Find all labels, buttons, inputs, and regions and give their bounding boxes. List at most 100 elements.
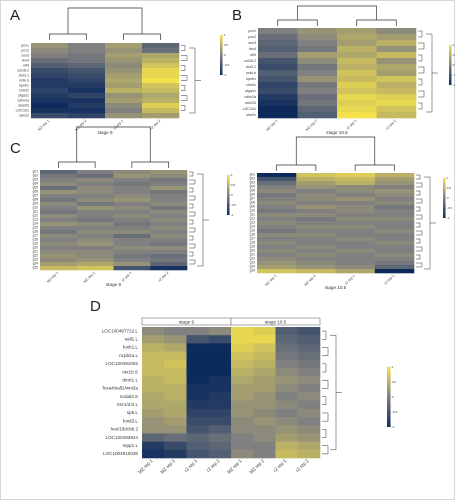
- legend-tick-label: 1: [224, 33, 226, 37]
- heatmap-cell: [164, 392, 187, 401]
- heatmap-cell: [296, 213, 336, 218]
- heatmap-cell: [186, 327, 210, 336]
- row-label: g04: [250, 185, 256, 189]
- heatmap-cell: [105, 73, 143, 79]
- row-label: g06: [250, 193, 256, 197]
- heatmap-cell: [297, 94, 338, 101]
- heatmap-cell: [297, 112, 338, 119]
- legend-tick-label: 0: [447, 196, 449, 200]
- heatmap-cell: [186, 384, 210, 393]
- heatmap-cell: [186, 392, 210, 401]
- heatmap-cell: [374, 221, 415, 226]
- row-label: g15: [250, 229, 256, 233]
- heatmap-cell: [105, 58, 143, 64]
- heatmap-cell: [335, 205, 376, 210]
- stage-caption: stage 10.5: [326, 130, 348, 135]
- row-label: ube2x: [19, 113, 29, 117]
- heatmap-cell: [257, 209, 297, 214]
- row-label: g04: [33, 182, 39, 186]
- heatmap-cell: [335, 213, 376, 218]
- row-label: kpnb1: [19, 83, 29, 87]
- column-label: MZ rep 2: [304, 274, 317, 287]
- column-label: MZ rep 1: [265, 119, 278, 132]
- heatmap-cell: [150, 190, 188, 195]
- heatmap-cell: [253, 433, 276, 442]
- heatmap-cell: [257, 173, 297, 178]
- stage-caption: stage 9: [97, 130, 113, 135]
- heatmap-cell: [68, 43, 106, 49]
- heatmap-cell: [164, 433, 187, 442]
- heatmap-cell: [231, 400, 254, 410]
- legend-tick-label: -1: [447, 216, 450, 220]
- heatmap-cell: [253, 327, 276, 336]
- heatmap-cell: [374, 181, 415, 186]
- heatmap-cell: [337, 64, 377, 71]
- heatmap-cell: [258, 100, 298, 107]
- stage-header-box: [230, 317, 321, 326]
- row-label: g11: [250, 213, 255, 217]
- heatmap-cell: [297, 100, 338, 107]
- heatmap-cell: [113, 202, 151, 207]
- row-label: g23: [33, 258, 39, 262]
- heatmap-cell: [105, 103, 143, 109]
- heatmap-cell: [31, 48, 69, 54]
- color-legend-bar: [387, 367, 391, 427]
- heatmap-cell: [296, 221, 336, 226]
- heatmap-cell: [376, 58, 417, 65]
- heatmap-cell: [296, 241, 336, 246]
- heatmap-cell: [275, 351, 299, 361]
- heatmap-cell: [164, 400, 187, 410]
- heatmap-cell: [164, 327, 187, 336]
- heatmap-cell: [376, 70, 417, 77]
- column-label: rZ rep 1: [121, 271, 133, 283]
- heatmap-cell: [150, 222, 188, 227]
- stage-caption: stage 9: [106, 282, 122, 287]
- heatmap-cell: [208, 433, 232, 442]
- row-label: g16: [250, 233, 256, 237]
- heatmap-cell: [253, 367, 276, 377]
- row-label: mdk.b: [246, 71, 256, 75]
- heatmap-cell: [374, 201, 415, 206]
- heatmap-cell: [257, 213, 297, 218]
- heatmap-cell: [68, 83, 106, 89]
- column-label: MZ rep 2: [249, 458, 266, 475]
- legend-tick-label: 0: [224, 53, 226, 57]
- row-label: g14: [33, 222, 39, 226]
- heatmap-cell: [258, 34, 298, 41]
- heatmap-cell: [142, 113, 180, 119]
- heatmap-cell: [257, 189, 297, 194]
- row-label: g12: [33, 214, 39, 218]
- column-label: MZ rep 1: [264, 274, 277, 287]
- heatmap-cell: [150, 194, 188, 199]
- row-label: ncpb2a.L: [119, 353, 138, 358]
- heatmap-cell: [297, 449, 321, 459]
- heatmap-cell: [374, 189, 415, 194]
- heatmap-cell: [31, 73, 69, 79]
- heatmap-cell: [142, 408, 165, 418]
- heatmap-cell: [208, 335, 232, 344]
- heatmap-cell: [258, 94, 298, 101]
- heatmap-cell: [142, 88, 180, 94]
- heatmap-cell: [68, 63, 106, 69]
- heatmap-cell: [40, 218, 78, 223]
- heatmap-cell: [335, 173, 376, 178]
- legend-tick-label: 0.5: [392, 380, 397, 384]
- heatmap-cell: [253, 400, 276, 410]
- heatmap-cell: [40, 250, 78, 255]
- heatmap-cell: [142, 93, 180, 99]
- heatmap-cell: [68, 103, 106, 109]
- heatmap-cell: [296, 237, 336, 242]
- heatmap-cell: [296, 205, 336, 210]
- heatmap-cell: [40, 242, 78, 247]
- heatmap-cell: [253, 351, 276, 361]
- column-dendrogram: [49, 7, 161, 40]
- row-label: g25: [33, 266, 39, 270]
- heatmap-cell: [113, 254, 151, 259]
- row-label: g24: [250, 265, 256, 269]
- row-label: g22: [250, 257, 256, 261]
- heatmap-cell: [142, 343, 165, 352]
- column-label: MZ rep 2: [83, 271, 96, 284]
- row-label: pcv2: [21, 48, 29, 52]
- heatmap-cell: [40, 226, 78, 231]
- heatmap-cell: [376, 52, 417, 59]
